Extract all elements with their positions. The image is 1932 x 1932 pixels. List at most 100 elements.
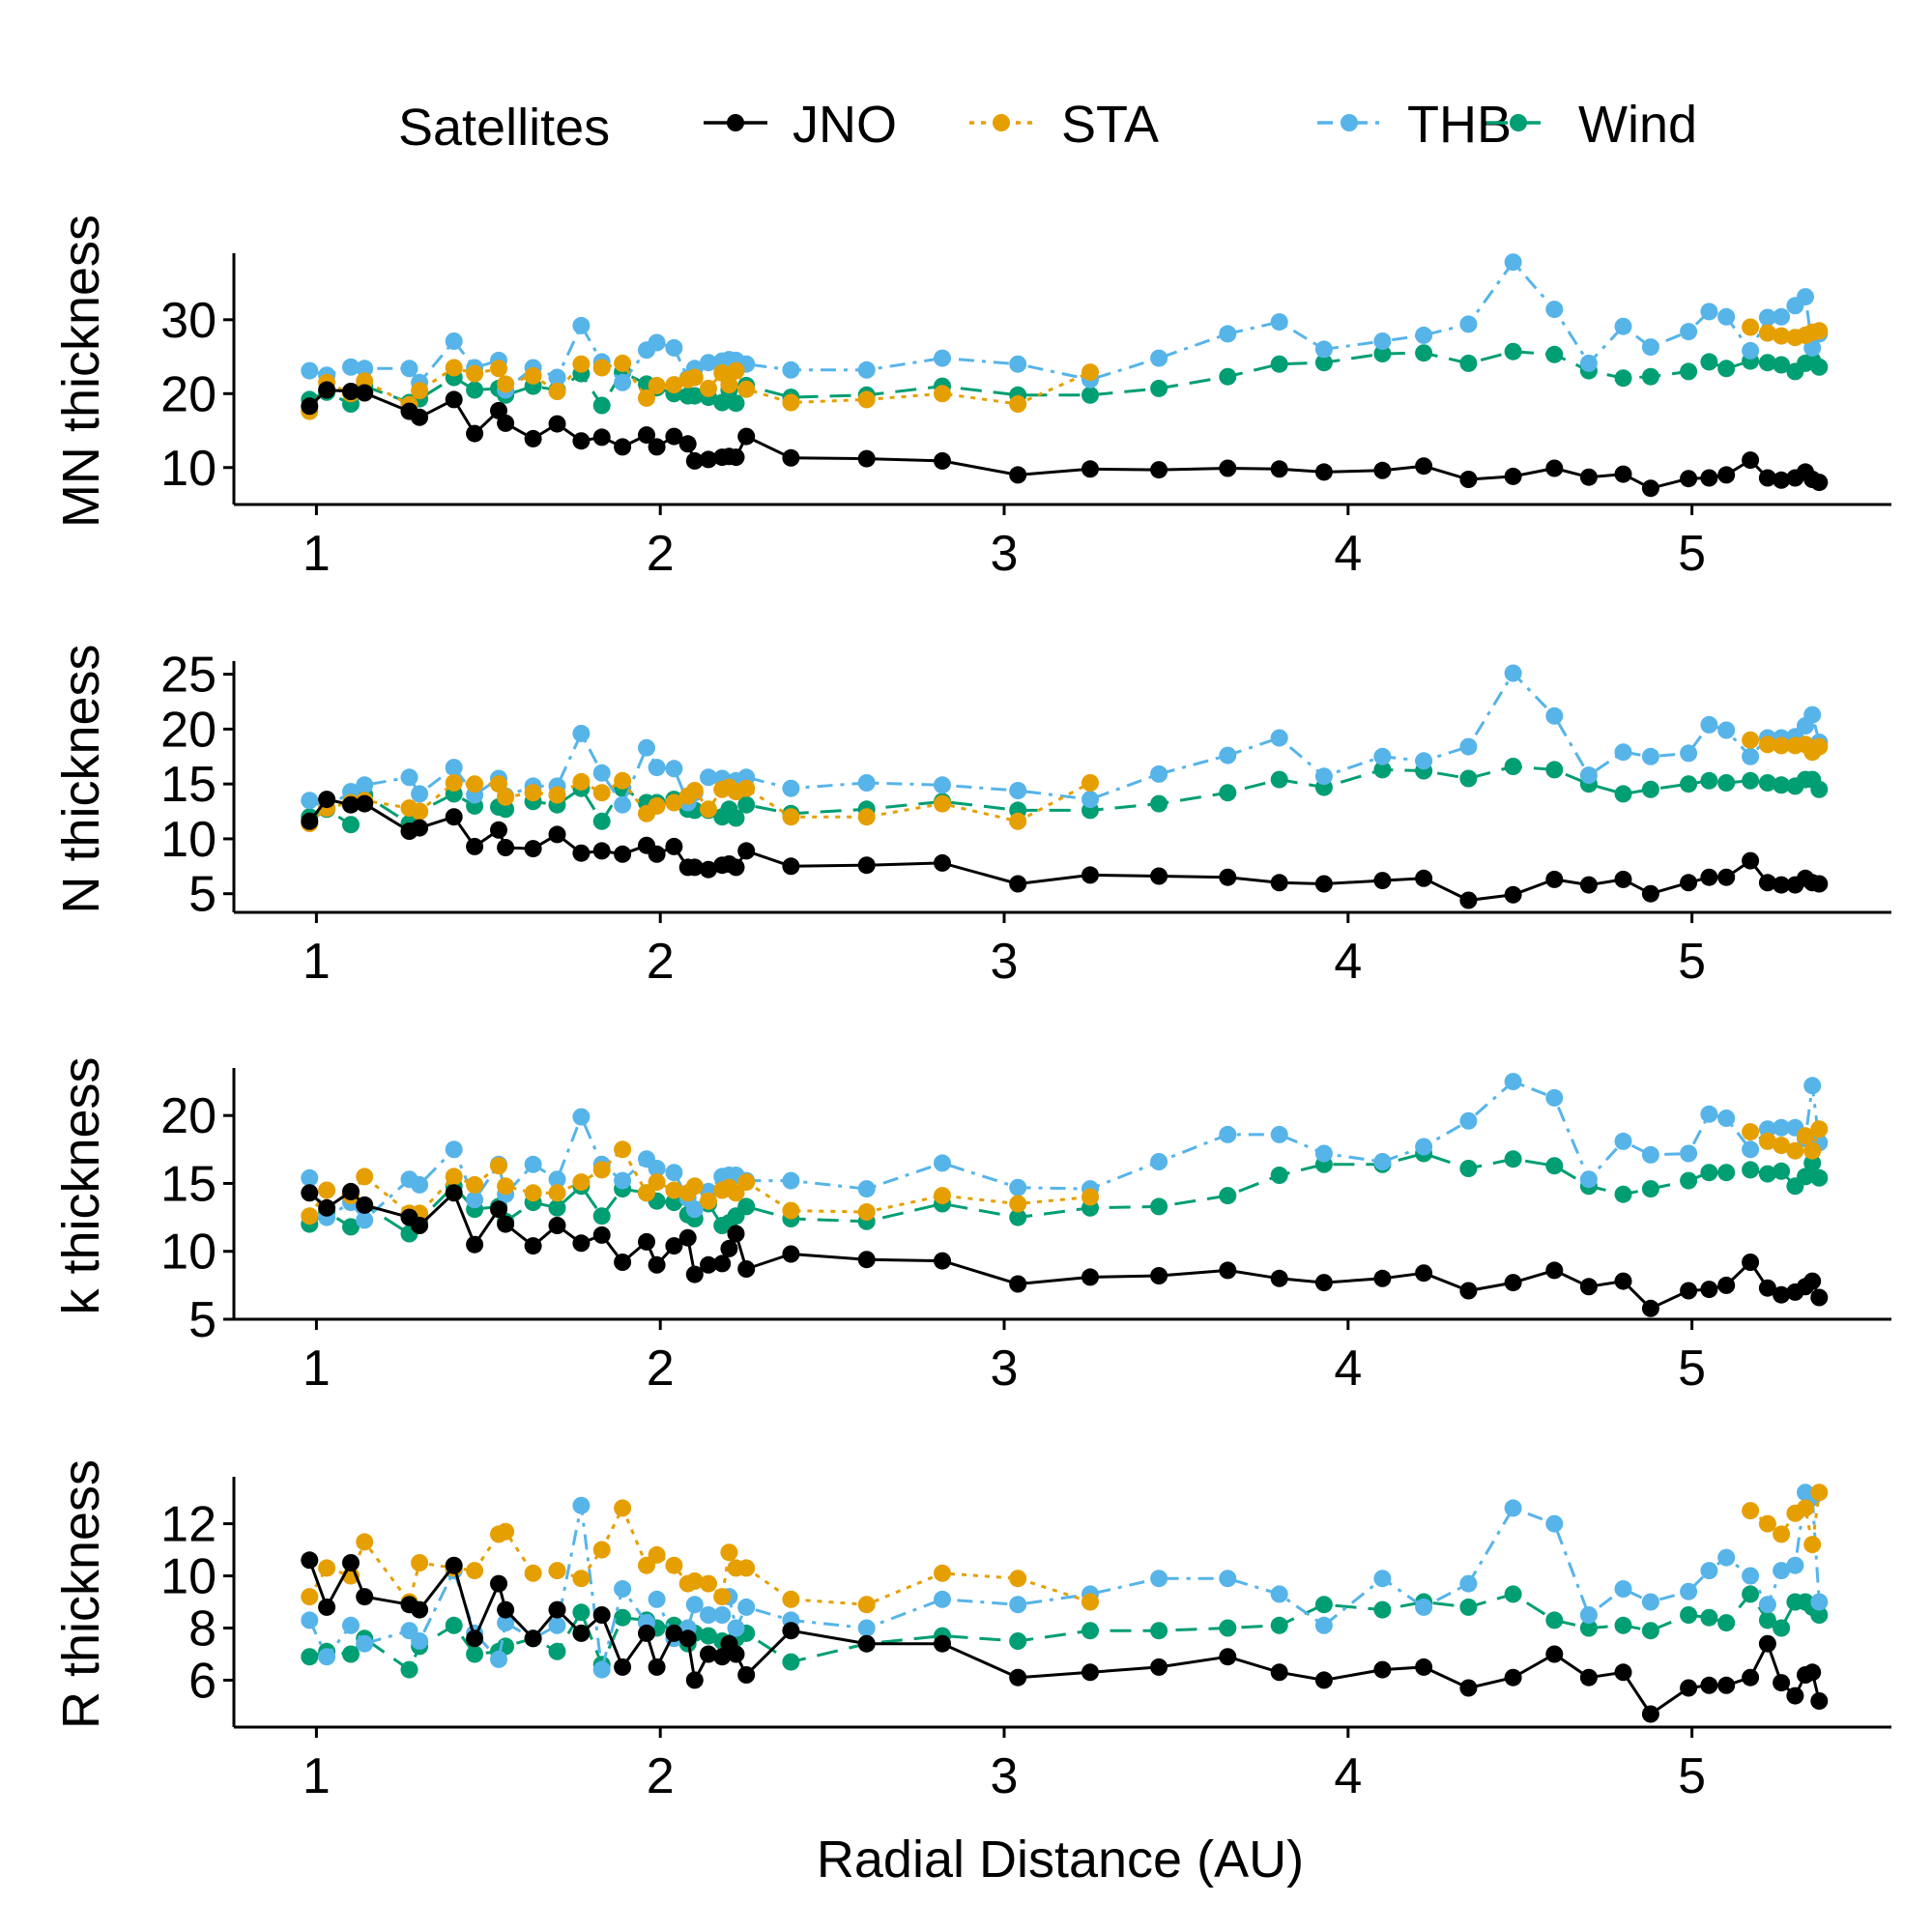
- data-point: [1641, 1593, 1659, 1611]
- data-point: [934, 776, 951, 794]
- data-point: [665, 793, 683, 812]
- data-point: [1545, 1088, 1564, 1107]
- data-point: [318, 1181, 336, 1199]
- y-axis-title: N thickness: [52, 644, 110, 913]
- data-point: [1009, 782, 1027, 799]
- data-point: [1219, 367, 1237, 386]
- data-point: [497, 1600, 515, 1619]
- data-point: [782, 1590, 800, 1608]
- y-tick-label: 6: [188, 1653, 216, 1709]
- data-point: [1641, 1180, 1659, 1198]
- data-point: [1773, 1162, 1791, 1180]
- data-point: [445, 1168, 463, 1186]
- series-sta: [301, 1484, 1829, 1614]
- y-tick-label: 15: [160, 757, 216, 813]
- data-point: [1717, 360, 1736, 378]
- data-point: [1009, 395, 1027, 413]
- data-point: [1810, 1606, 1829, 1624]
- data-point: [548, 368, 566, 387]
- y-tick-label: 15: [160, 1156, 216, 1212]
- data-point: [1758, 354, 1776, 372]
- data-point: [1803, 1077, 1822, 1095]
- data-point: [1150, 379, 1168, 397]
- data-point: [1810, 1484, 1829, 1502]
- data-point: [400, 1660, 418, 1679]
- data-point: [1459, 1111, 1478, 1130]
- data-point: [1150, 1197, 1168, 1216]
- data-point: [466, 424, 484, 443]
- data-point: [727, 1225, 745, 1243]
- data-point: [548, 1600, 566, 1619]
- data-point: [1614, 785, 1632, 803]
- data-point: [934, 1252, 951, 1270]
- data-point: [301, 792, 319, 810]
- data-point: [648, 796, 666, 815]
- data-point: [572, 316, 591, 334]
- data-point: [857, 1634, 876, 1653]
- data-point: [497, 839, 515, 856]
- data-point: [342, 1182, 360, 1200]
- data-point: [1009, 875, 1027, 893]
- data-point: [1758, 1611, 1776, 1629]
- data-point: [1641, 338, 1659, 357]
- data-point: [1081, 1622, 1099, 1640]
- data-point: [411, 382, 429, 400]
- data-point: [1810, 1168, 1829, 1187]
- data-point: [737, 380, 756, 398]
- data-point: [356, 1634, 374, 1653]
- data-point: [1219, 868, 1237, 886]
- data-point: [1742, 451, 1760, 470]
- data-point: [1797, 288, 1814, 306]
- data-point: [1270, 770, 1288, 789]
- data-point: [857, 1203, 876, 1221]
- data-point: [572, 1603, 591, 1622]
- x-tick-label: 5: [1678, 1748, 1706, 1804]
- data-point: [1373, 1570, 1392, 1588]
- data-point: [572, 1624, 591, 1642]
- data-point: [524, 1184, 542, 1202]
- data-point: [1680, 775, 1698, 793]
- legend-key-point: [727, 114, 744, 131]
- data-point: [1009, 1596, 1027, 1614]
- data-point: [524, 1155, 542, 1173]
- data-point: [1270, 1616, 1288, 1634]
- data-point: [1373, 1269, 1392, 1287]
- data-point: [934, 1634, 951, 1653]
- data-point: [356, 1168, 374, 1186]
- data-point: [1803, 1663, 1822, 1682]
- data-point: [466, 1235, 484, 1254]
- data-point: [1758, 1634, 1776, 1653]
- data-point: [548, 383, 566, 400]
- data-point: [678, 1629, 697, 1648]
- data-point: [638, 1624, 655, 1642]
- data-point: [1717, 868, 1736, 886]
- data-point: [1758, 1596, 1776, 1614]
- legend-label-jno: JNO: [793, 96, 897, 154]
- data-point: [614, 1580, 632, 1598]
- data-point: [301, 361, 319, 380]
- data-point: [1081, 1268, 1099, 1286]
- data-point: [466, 1562, 484, 1580]
- data-point: [301, 1588, 319, 1606]
- data-point: [1680, 323, 1698, 341]
- data-point: [665, 1194, 683, 1212]
- x-tick-label: 4: [1334, 1748, 1362, 1804]
- legend-label-thb: THB: [1407, 96, 1512, 154]
- data-point: [934, 349, 951, 367]
- data-point: [1459, 891, 1478, 909]
- data-point: [1614, 1272, 1632, 1290]
- data-point: [1742, 851, 1760, 870]
- data-point: [1700, 771, 1718, 790]
- data-point: [548, 1616, 566, 1634]
- data-point: [737, 1197, 756, 1216]
- data-point: [1009, 1195, 1027, 1213]
- data-point: [1773, 776, 1791, 794]
- data-point: [665, 376, 683, 394]
- data-point: [614, 354, 632, 372]
- data-point: [1758, 735, 1776, 754]
- data-point: [857, 1619, 876, 1637]
- data-point: [1614, 369, 1632, 388]
- data-point: [1614, 870, 1632, 888]
- data-point: [1009, 1570, 1027, 1588]
- data-point: [727, 1184, 745, 1202]
